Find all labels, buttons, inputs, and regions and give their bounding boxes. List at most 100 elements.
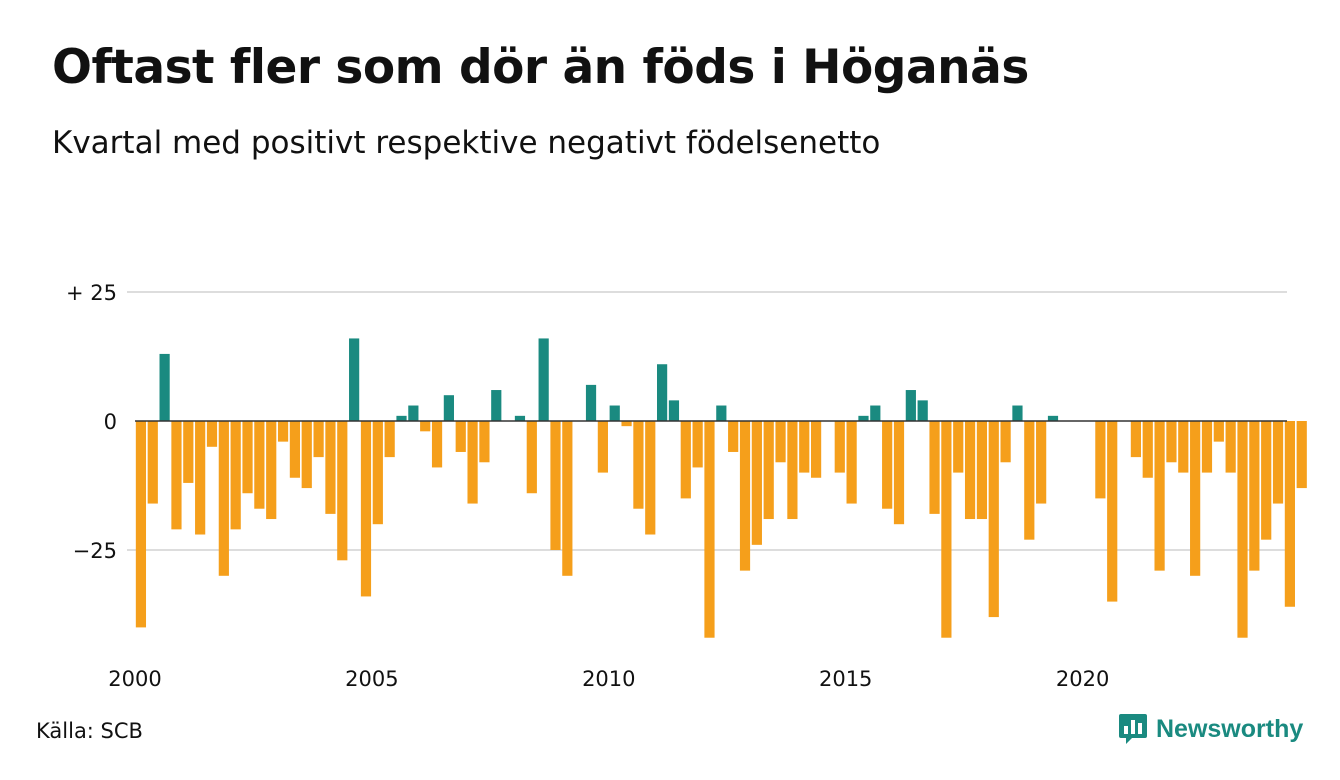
bar-negative	[360, 421, 372, 597]
bar-negative	[1249, 421, 1260, 571]
bar-positive	[408, 405, 419, 421]
bar-negative	[526, 421, 537, 494]
bar-negative	[763, 421, 774, 520]
bar-negative	[882, 421, 893, 509]
bar-negative	[1024, 421, 1035, 540]
bar-positive	[1047, 415, 1059, 421]
bar-positive	[491, 390, 502, 421]
bar-negative	[431, 421, 443, 468]
bar-negative	[941, 421, 952, 638]
bar-positive	[538, 338, 549, 421]
bar-negative	[645, 421, 656, 535]
bar-negative	[562, 421, 573, 576]
bar-negative	[420, 421, 431, 432]
bar-negative	[988, 421, 999, 618]
bar-negative	[1237, 421, 1248, 638]
bar-negative	[1201, 421, 1213, 473]
source-note: Källa: SCB	[36, 719, 143, 743]
x-tick-label: 2005	[345, 667, 398, 691]
bar-negative	[266, 421, 277, 520]
bar-negative	[810, 421, 822, 478]
bar-negative	[775, 421, 786, 463]
bar-negative	[467, 421, 478, 504]
bar-negative	[976, 421, 988, 520]
bar-negative	[230, 421, 241, 530]
x-tick-label: 2000	[108, 667, 161, 691]
bar-negative	[1284, 421, 1295, 607]
brand-logo[interactable]: Newsworthy	[1118, 712, 1303, 746]
bar-positive	[716, 405, 727, 421]
bar-negative	[479, 421, 490, 463]
bar-negative	[325, 421, 336, 514]
x-tick-label: 2020	[1056, 667, 1109, 691]
bar-negative	[846, 421, 857, 504]
bar-negative	[834, 421, 845, 473]
y-tick-label: + 25	[66, 281, 117, 305]
bar-negative	[1000, 421, 1011, 463]
bar-negative	[384, 421, 395, 458]
bar-negative	[1095, 421, 1106, 499]
bar-negative	[704, 421, 715, 638]
bar-negative	[799, 421, 810, 473]
bar-positive	[349, 338, 360, 421]
bar-negative	[1178, 421, 1189, 473]
bar-negative	[1272, 421, 1284, 504]
bar-negative	[1296, 421, 1307, 489]
y-tick-label: 0	[104, 410, 117, 434]
bar-chart: + 25 0 −25 2000 2005 2010 2015 2020	[66, 281, 1307, 691]
bar-negative	[1261, 421, 1272, 540]
bar-positive	[870, 405, 881, 421]
bar-negative	[1225, 421, 1236, 473]
bar-negative	[242, 421, 253, 494]
bar-negative	[621, 421, 632, 427]
bar-negative	[1213, 421, 1224, 442]
bar-layer	[135, 338, 1307, 638]
bar-positive	[668, 400, 680, 421]
bar-negative	[692, 421, 703, 468]
bar-negative	[597, 421, 608, 473]
bar-negative	[171, 421, 182, 530]
bar-negative	[1036, 421, 1047, 504]
bar-negative	[964, 421, 976, 520]
bar-positive	[1012, 405, 1023, 421]
newsworthy-chart-bubble-icon	[1119, 714, 1147, 744]
bar-positive	[585, 384, 597, 421]
bar-negative	[1107, 421, 1118, 602]
bar-negative	[218, 421, 229, 576]
chart-subtitle: Kvartal med positivt respektive negativt…	[52, 125, 881, 161]
x-tick-label: 2015	[819, 667, 872, 691]
bar-negative	[751, 421, 762, 545]
bar-positive	[396, 415, 407, 421]
bar-negative	[550, 421, 561, 550]
bar-negative	[183, 421, 194, 483]
bar-negative	[1154, 421, 1165, 571]
bar-negative	[929, 421, 940, 514]
bar-positive	[858, 415, 869, 421]
label-layer: + 25 0 −25 2000 2005 2010 2015 2020	[66, 281, 1287, 691]
bar-negative	[206, 421, 218, 447]
chart-title: Oftast fler som dör än föds i Höganäs	[52, 40, 1029, 95]
bar-positive	[905, 390, 916, 421]
bar-negative	[1166, 421, 1177, 463]
bar-negative	[739, 421, 751, 571]
bar-negative	[301, 421, 312, 489]
bar-positive	[609, 405, 620, 421]
bar-negative	[953, 421, 964, 473]
y-tick-label: −25	[73, 539, 117, 563]
bar-negative	[147, 421, 158, 504]
bar-negative	[455, 421, 466, 452]
bar-negative	[195, 421, 206, 535]
bar-negative	[1190, 421, 1201, 576]
bar-negative	[135, 421, 147, 628]
bar-positive	[443, 395, 454, 421]
bar-negative	[1142, 421, 1153, 478]
bar-negative	[277, 421, 289, 442]
bar-positive	[917, 400, 928, 421]
bar-negative	[893, 421, 905, 525]
bar-negative	[728, 421, 739, 452]
bar-negative	[680, 421, 691, 499]
bar-negative	[337, 421, 348, 561]
bar-negative	[787, 421, 798, 520]
bar-negative	[1130, 421, 1141, 458]
brand-name: Newsworthy	[1156, 714, 1304, 743]
